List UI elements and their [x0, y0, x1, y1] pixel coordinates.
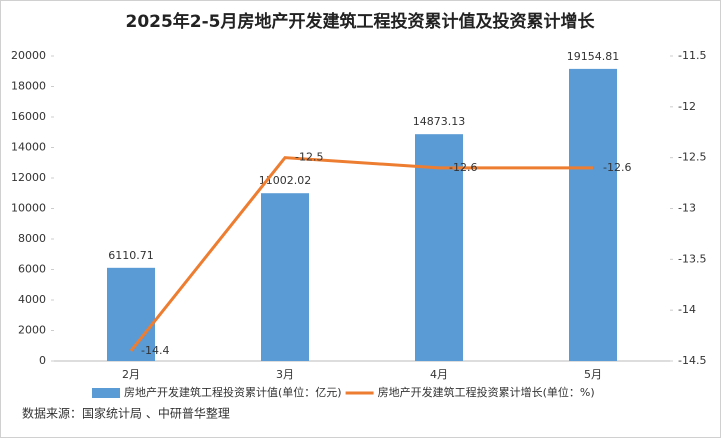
- bar: [107, 267, 155, 361]
- y-tick-label: 12000: [11, 171, 46, 184]
- source-note: 数据来源：国家统计局 、中研普华整理: [22, 406, 230, 421]
- y-tick-label: 2000: [18, 324, 46, 337]
- line-value-label: -14.4: [141, 344, 169, 357]
- y2-tick-label: -14.5: [678, 354, 706, 367]
- legend-label: 房地产开发建筑工程投资累计增长(单位：%): [378, 385, 595, 399]
- line: [129, 156, 593, 352]
- bar-value-label: 19154.81: [567, 50, 620, 63]
- y2-tick-label: -12.5: [678, 151, 706, 164]
- y-tick-label: 8000: [18, 232, 46, 245]
- y2-tick-label: -13: [678, 202, 696, 215]
- line-value-label: -12.6: [449, 161, 477, 174]
- line-value-label: -12.6: [603, 161, 631, 174]
- bar-value-label: 6110.71: [108, 249, 154, 262]
- bar: [261, 193, 309, 361]
- legend-label: 房地产开发建筑工程投资累计值(单位：亿元): [124, 385, 342, 399]
- bar: [569, 68, 617, 361]
- y-tick-label: 14000: [11, 141, 46, 154]
- bar: [415, 134, 463, 361]
- legend-swatch: [92, 388, 120, 398]
- bar-value-label: 11002.02: [259, 174, 312, 187]
- chart-title: 2025年2-5月房地产开发建筑工程投资累计值及投资累计增长: [125, 11, 595, 32]
- y-tick-label: 16000: [11, 110, 46, 123]
- x-tick-label: 5月: [584, 368, 602, 381]
- line-value-label: -12.5: [295, 151, 323, 164]
- y2-tick-label: -11.5: [678, 49, 706, 62]
- y2-tick-label: -13.5: [678, 252, 706, 265]
- y-tick-label: 10000: [11, 202, 46, 215]
- y-tick-label: 0: [39, 354, 46, 367]
- y2-tick-label: -12: [678, 100, 696, 113]
- y2-tick-label: -14: [678, 303, 696, 316]
- x-tick-label: 3月: [276, 368, 294, 381]
- bar-value-label: 14873.13: [413, 115, 466, 128]
- y-tick-label: 6000: [18, 263, 46, 276]
- x-tick-label: 4月: [430, 368, 448, 381]
- y-tick-label: 18000: [11, 80, 46, 93]
- y-tick-label: 4000: [18, 293, 46, 306]
- y-tick-label: 20000: [11, 49, 46, 62]
- x-tick-label: 2月: [122, 368, 140, 381]
